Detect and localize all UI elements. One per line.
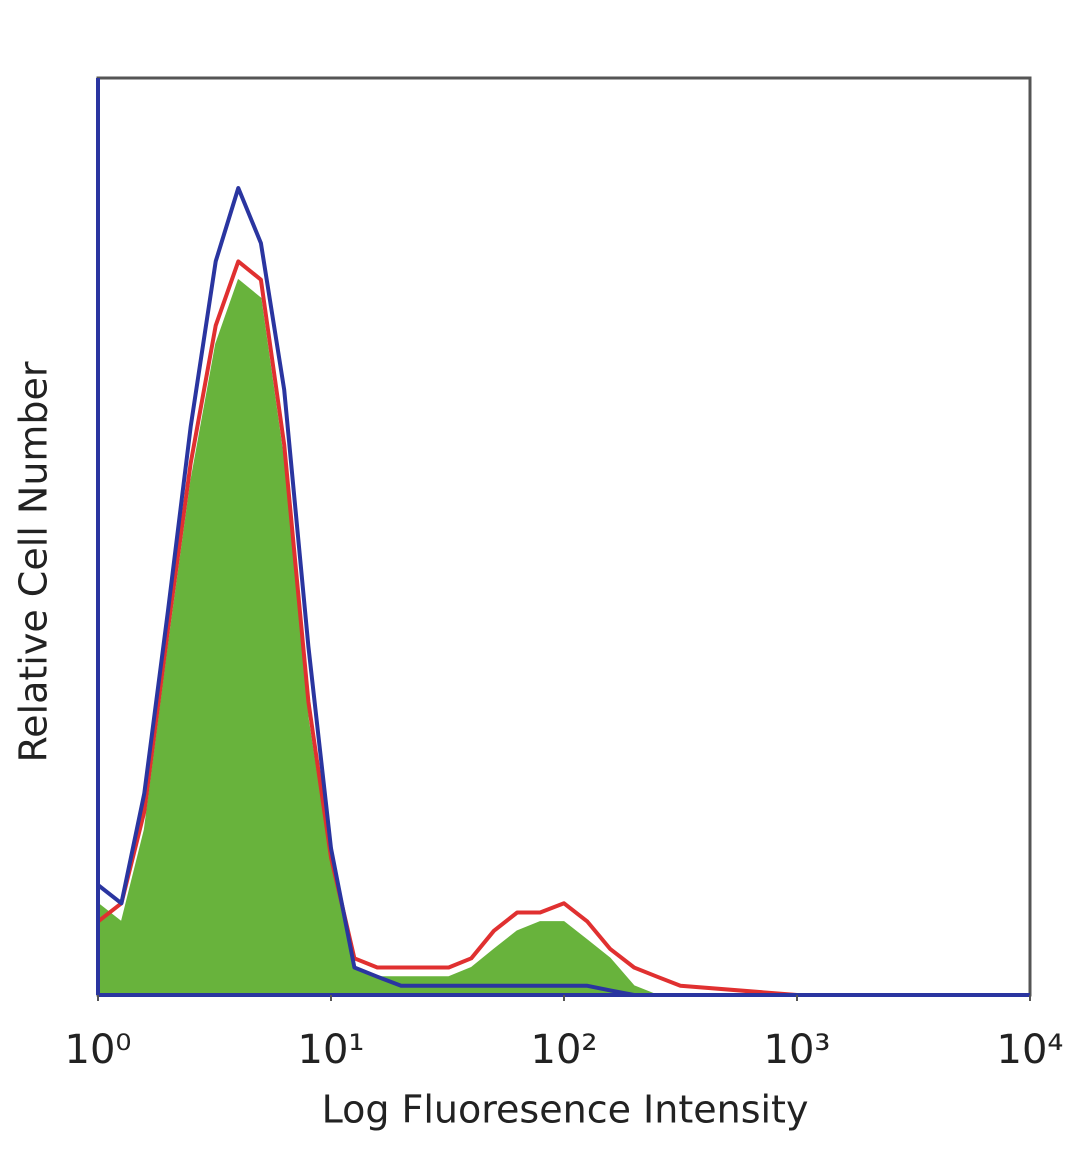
histogram-area [97,279,1031,996]
x-axis-label: Log Fluoresence Intensity [322,1088,809,1132]
histogram-line [96,259,1030,997]
x-tick-label: 10³ [764,1027,831,1073]
y-axis-label: Relative Cell Number [12,361,56,762]
x-tick-label: 10¹ [298,1027,365,1073]
histogram-line [96,186,1030,997]
x-tick-label: 10⁴ [997,1027,1064,1073]
x-tick-label: 10² [531,1027,598,1073]
x-tick-label: 10⁰ [65,1027,132,1073]
